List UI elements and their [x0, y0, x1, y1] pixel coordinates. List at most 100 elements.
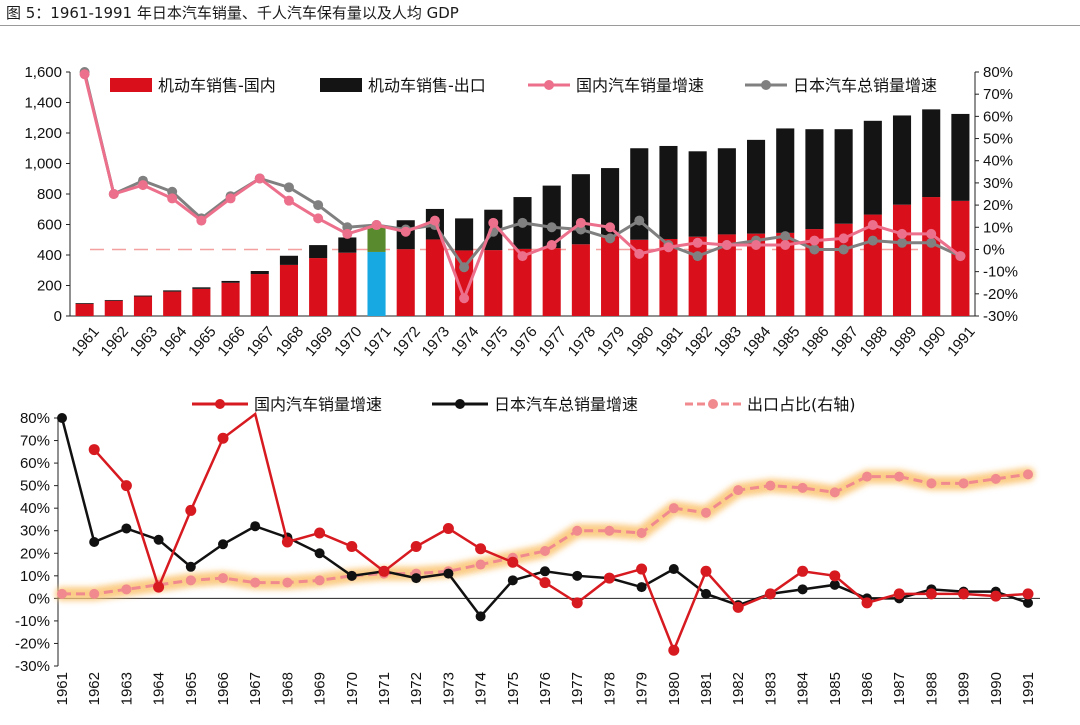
bar-export-1965	[192, 287, 211, 289]
bar-export-1979	[601, 168, 620, 236]
bar-domestic-1975	[484, 250, 503, 316]
right-tick-label: -20%	[983, 286, 1018, 303]
point-total-growth-1964	[153, 534, 164, 545]
point-total-growth-1975	[507, 575, 518, 586]
point-total-growth-1963	[121, 523, 132, 534]
point-domestic-growth-1971	[371, 220, 382, 231]
point-export-share-1987	[894, 471, 905, 482]
bottom-x-tick-label: 1980	[666, 672, 683, 705]
bottom-legend-marker-1	[455, 399, 465, 409]
point-domestic-growth-1968	[283, 195, 294, 206]
bar-export-1987	[834, 129, 853, 224]
bar-domestic-1961	[75, 303, 94, 316]
point-total-growth-1987	[838, 244, 849, 255]
bottom-tick-label: -10%	[15, 613, 50, 630]
x-tick-label: 1964	[156, 323, 190, 359]
bar-domestic-1978	[571, 244, 590, 316]
title-rule	[0, 25, 1080, 26]
point-domestic-growth-1983	[764, 588, 776, 600]
bottom-x-tick-label: 1983	[762, 672, 779, 705]
bar-domestic-1964	[163, 291, 182, 316]
point-domestic-growth-1985	[780, 240, 791, 251]
bar-export-1981	[659, 145, 678, 239]
legend-swatch-1	[320, 78, 362, 92]
legend-label-0: 机动车销售-国内	[158, 76, 276, 95]
x-tick-label: 1984	[740, 323, 774, 359]
bottom-x-tick-label: 1969	[312, 672, 329, 705]
left-tick-label: 1,600	[24, 64, 62, 81]
bottom-x-tick-label: 1986	[859, 672, 876, 705]
bar-export-1982	[688, 151, 707, 237]
bottom-tick-label: 40%	[20, 500, 50, 517]
x-tick-label: 1968	[273, 323, 307, 359]
legend-swatch-0	[110, 78, 152, 92]
bottom-x-tick-label: 1968	[279, 672, 296, 705]
bottom-legend-label-0: 国内汽车销量增速	[254, 395, 382, 414]
bar-export-1984	[746, 139, 766, 234]
bar-domestic-1970	[338, 252, 357, 316]
bar-export-1966	[221, 280, 240, 283]
bar-domestic-1981	[659, 238, 678, 316]
bar-export-1971	[367, 227, 386, 252]
point-export-share-1974	[475, 559, 486, 570]
left-tick-label: 0	[54, 308, 62, 325]
bottom-legend: 国内汽车销量增速 日本汽车总销量增速 出口占比(右轴)	[192, 395, 856, 414]
right-tick-label: -30%	[983, 308, 1018, 325]
x-tick-label: 1986	[798, 323, 832, 359]
left-tick-label: 800	[37, 186, 62, 203]
bar-export-1983	[717, 148, 736, 235]
point-domestic-growth-1982	[732, 601, 744, 613]
bottom-x-tick-label: 1982	[730, 672, 747, 705]
x-tick-label: 1988	[857, 323, 891, 359]
bottom-legend-marker-2	[708, 399, 718, 409]
point-domestic-growth-1977	[571, 597, 583, 609]
point-export-share-1982	[733, 485, 744, 496]
bottom-x-tick-label: 1975	[505, 672, 522, 705]
bar-export-1980	[630, 148, 649, 240]
point-total-growth-1986	[809, 244, 820, 255]
bar-export-1977	[542, 185, 561, 249]
point-domestic-growth-1990	[926, 228, 937, 239]
point-total-growth-1966	[218, 539, 228, 550]
right-tick-label: 0%	[983, 241, 1005, 258]
legend-marker-3	[761, 80, 771, 90]
point-export-share-1969	[314, 575, 325, 586]
bottom-x-tick-label: 1987	[891, 672, 908, 705]
point-domestic-growth-1975	[488, 217, 499, 228]
point-total-growth-1977	[572, 570, 583, 581]
point-domestic-growth-1964	[153, 581, 165, 593]
bar-domestic-1965	[192, 288, 211, 316]
point-total-growth-1968	[283, 182, 294, 193]
point-export-share-1990	[990, 473, 1001, 484]
point-domestic-growth-1980	[668, 644, 680, 656]
x-tick-label: 1963	[127, 323, 161, 359]
point-domestic-growth-1969	[314, 527, 326, 539]
bar-export-1991	[951, 113, 970, 201]
point-domestic-growth-1981	[700, 565, 712, 577]
point-export-share-1967	[250, 577, 261, 588]
bottom-x-tick-label: 1965	[183, 672, 200, 705]
bar-domestic-1976	[513, 248, 532, 316]
bar-export-1985	[776, 128, 795, 233]
point-domestic-growth-1973	[429, 215, 440, 226]
point-domestic-growth-1969	[313, 213, 324, 224]
bar-domestic-1985	[776, 232, 795, 316]
bottom-x-tick-label: 1971	[376, 672, 393, 705]
point-domestic-growth-1968	[281, 536, 293, 548]
x-tick-label: 1987	[827, 323, 861, 359]
x-tick-label: 1989	[886, 323, 920, 359]
bottom-x-tick-label: 1970	[344, 672, 361, 705]
bar-domestic-1982	[688, 236, 707, 316]
legend-marker-2	[544, 80, 554, 90]
point-total-growth-1981	[701, 588, 711, 599]
x-tick-label: 1983	[711, 323, 745, 359]
bar-domestic-1989	[892, 204, 912, 316]
bar-export-1962	[104, 299, 123, 301]
right-tick-label: 70%	[983, 86, 1013, 103]
point-domestic-growth-1984	[797, 565, 809, 577]
point-domestic-growth-1991	[955, 251, 966, 262]
point-export-share-1986	[862, 471, 872, 482]
point-total-growth-1969	[314, 548, 325, 559]
point-domestic-growth-1979	[605, 222, 616, 233]
bottom-x-tick-label: 1973	[440, 672, 457, 705]
